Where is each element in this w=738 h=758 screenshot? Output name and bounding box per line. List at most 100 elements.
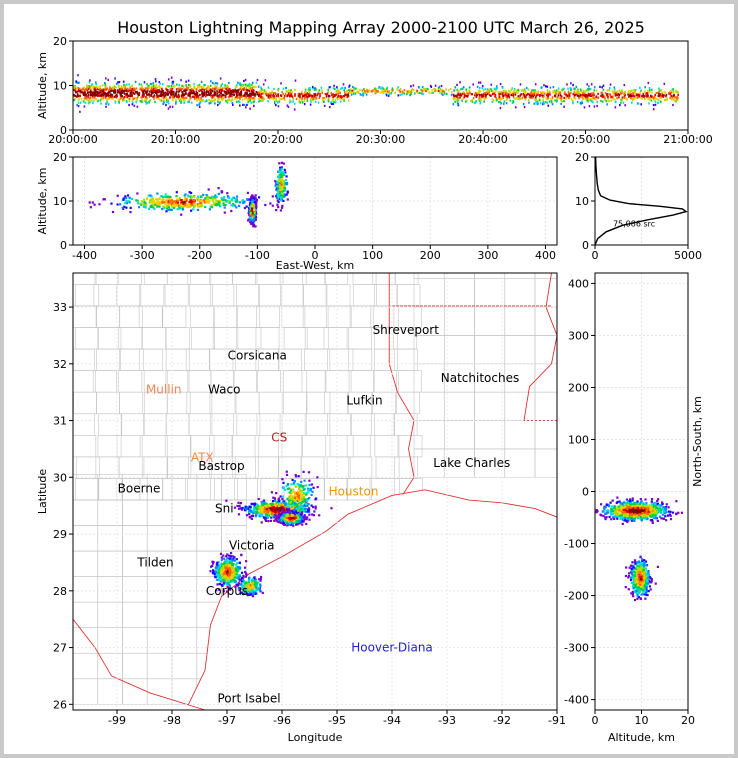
altitude-time-point bbox=[623, 96, 626, 99]
altitude-time-point bbox=[609, 87, 611, 90]
altitude-eastwest-point bbox=[211, 199, 214, 202]
altitude-time-point bbox=[479, 99, 481, 102]
altitude-time-point bbox=[399, 93, 402, 96]
altitude-time-point bbox=[592, 101, 594, 104]
altitude-time-point bbox=[452, 93, 455, 96]
altitude-eastwest-point bbox=[180, 201, 183, 204]
altitude-time-point bbox=[606, 103, 608, 106]
altitude-eastwest-point bbox=[283, 194, 286, 197]
altitude-eastwest-point bbox=[276, 199, 279, 202]
altitude-time-point bbox=[421, 89, 423, 92]
altitude-time-point bbox=[146, 101, 148, 104]
altitude-time-point bbox=[189, 84, 191, 87]
altitude-time-point bbox=[150, 94, 152, 97]
altitude-time-point bbox=[658, 94, 660, 98]
altitude-time-point bbox=[275, 104, 277, 107]
altitude-time-point bbox=[253, 96, 255, 100]
altitude-time-point bbox=[631, 93, 633, 96]
altitude-time-point bbox=[321, 89, 323, 92]
altitude-time-point bbox=[633, 95, 636, 98]
altitude-eastwest-point bbox=[151, 205, 154, 208]
altitude-time-point bbox=[332, 93, 334, 96]
altitude-eastwest-point bbox=[235, 206, 238, 209]
altitude-eastwest-point bbox=[277, 184, 280, 187]
altitude-time-point bbox=[97, 86, 100, 90]
altitude-time-point bbox=[150, 87, 153, 90]
altitude-time-point bbox=[434, 88, 437, 91]
altitude-eastwest-point bbox=[125, 200, 128, 203]
altitude-time-xtick: 20:30:00 bbox=[356, 133, 405, 146]
altitude-time-point bbox=[563, 96, 565, 99]
altitude-time-point bbox=[106, 99, 108, 102]
altitude-time-point bbox=[457, 97, 460, 100]
altitude-time-point bbox=[456, 94, 459, 97]
altitude-time-point bbox=[445, 88, 447, 91]
altitude-time-point bbox=[662, 95, 665, 98]
altitude-time-point bbox=[670, 91, 673, 94]
altitude-time-point bbox=[108, 90, 110, 93]
altitude-time-point bbox=[152, 95, 154, 98]
altitude-eastwest-point bbox=[169, 199, 172, 202]
altitude-time-point bbox=[260, 99, 263, 102]
altitude-time-point bbox=[120, 91, 123, 94]
altitude-time-point bbox=[83, 97, 86, 100]
altitude-time-point bbox=[520, 97, 523, 100]
altitude-time-point bbox=[363, 88, 365, 91]
altitude-time-point bbox=[260, 90, 263, 93]
altitude-time-point bbox=[215, 82, 217, 85]
altitude-time-point bbox=[199, 84, 201, 87]
altitude-eastwest-point bbox=[231, 198, 234, 201]
altitude-time-point bbox=[101, 96, 103, 99]
altitude-time-point bbox=[342, 83, 345, 86]
altitude-eastwest-point bbox=[282, 194, 285, 197]
altitude-time-point bbox=[114, 100, 117, 103]
altitude-eastwest-ytick: 20 bbox=[53, 151, 67, 164]
plan-view-point bbox=[304, 510, 307, 513]
altitude-time-point bbox=[546, 89, 549, 92]
altitude-time-point bbox=[193, 97, 196, 101]
altitude-time-point bbox=[547, 104, 550, 107]
altitude-time-point bbox=[144, 87, 147, 90]
altitude-time-point bbox=[563, 105, 565, 108]
altitude-eastwest-point bbox=[253, 214, 256, 217]
altitude-time-point bbox=[92, 94, 94, 97]
altitude-time-point bbox=[73, 86, 75, 89]
altitude-time-point bbox=[542, 102, 544, 105]
altitude-time-point bbox=[491, 98, 494, 101]
altitude-time-point bbox=[252, 91, 255, 94]
altitude-time-point bbox=[495, 85, 498, 88]
altitude-time-point bbox=[525, 93, 528, 97]
altitude-time-point bbox=[101, 93, 104, 96]
county-boundary bbox=[166, 273, 191, 285]
altitude-time-point bbox=[492, 99, 495, 102]
altitude-time-point bbox=[205, 92, 208, 95]
altitude-time-point bbox=[219, 101, 222, 104]
plan-view-point bbox=[270, 510, 273, 513]
plan-view-point bbox=[259, 504, 262, 508]
altitude-time-point bbox=[120, 96, 122, 99]
altitude-time-point bbox=[240, 85, 242, 88]
altitude-time-point bbox=[159, 93, 162, 96]
altitude-time-point bbox=[578, 94, 580, 97]
altitude-time-point bbox=[406, 90, 409, 93]
altitude-time-point bbox=[277, 93, 280, 96]
altitude-time-point bbox=[94, 94, 96, 98]
plan-view-point bbox=[256, 510, 259, 514]
altitude-eastwest-point bbox=[275, 188, 278, 191]
altitude-time-point bbox=[542, 101, 545, 104]
altitude-eastwest-point bbox=[185, 199, 188, 202]
altitude-time-point bbox=[91, 99, 93, 102]
altitude-eastwest-point bbox=[155, 201, 158, 205]
altitude-time-point bbox=[311, 85, 314, 89]
altitude-time-point bbox=[234, 89, 237, 92]
altitude-time-point bbox=[89, 101, 91, 104]
altitude-eastwest-point bbox=[202, 199, 205, 202]
altitude-time-point bbox=[121, 95, 123, 98]
altitude-time-point bbox=[661, 94, 664, 97]
altitude-eastwest-point bbox=[167, 195, 170, 198]
altitude-time-point bbox=[504, 93, 507, 96]
altitude-eastwest-point bbox=[254, 225, 257, 228]
altitude-time-point bbox=[231, 101, 234, 104]
altitude-eastwest-point bbox=[250, 194, 254, 197]
